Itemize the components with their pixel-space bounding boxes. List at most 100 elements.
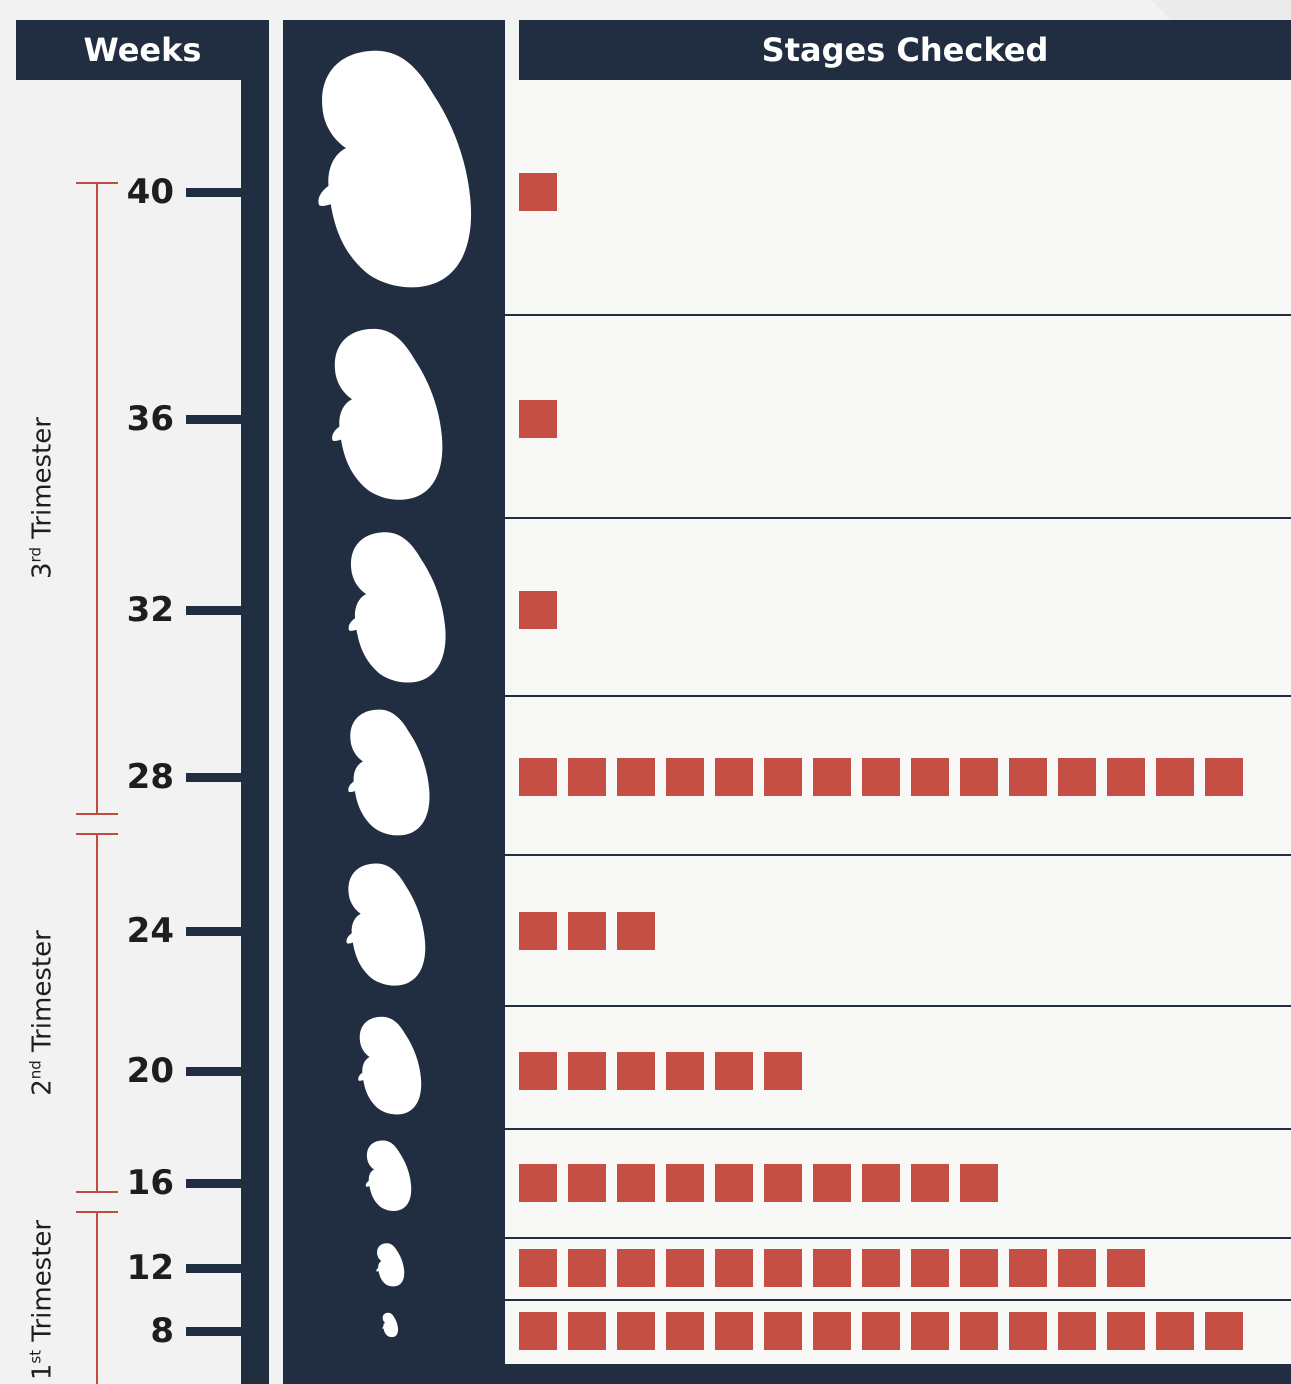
stage-checked-square	[666, 758, 704, 796]
stages-rows-panel	[505, 80, 1291, 1364]
stage-checked-square	[1205, 1312, 1243, 1350]
week-label: 12	[126, 1248, 174, 1288]
week-label: 24	[126, 911, 174, 951]
stage-checked-square	[666, 1164, 704, 1202]
stage-checked-square	[764, 1164, 802, 1202]
stage-checked-square	[1009, 1312, 1047, 1350]
stage-checked-square	[911, 1312, 949, 1350]
week-tick	[186, 606, 241, 615]
stage-checked-square	[519, 1052, 557, 1090]
stage-checked-square	[862, 1249, 900, 1287]
stage-checked-square	[715, 1249, 753, 1287]
stage-checked-square	[617, 1249, 655, 1287]
stage-checked-square	[666, 1249, 704, 1287]
stage-checked-square	[715, 1052, 753, 1090]
stage-checked-square	[666, 1052, 704, 1090]
stage-checked-square	[764, 1312, 802, 1350]
stage-checked-square	[617, 912, 655, 950]
stage-checked-square	[911, 758, 949, 796]
stage-checked-square	[519, 591, 557, 629]
stage-checked-square	[568, 1164, 606, 1202]
stage-checked-square	[519, 1312, 557, 1350]
stage-checked-square	[715, 1164, 753, 1202]
stage-checked-square	[568, 1052, 606, 1090]
stage-checked-square	[1009, 758, 1047, 796]
week-label: 8	[150, 1311, 174, 1351]
stage-checked-square	[911, 1249, 949, 1287]
stage-checked-square	[519, 912, 557, 950]
weeks-axis-bar	[241, 80, 269, 1384]
row-separator	[505, 517, 1291, 519]
week-tick	[186, 415, 241, 424]
row-separator	[505, 854, 1291, 856]
stages-checked-header: Stages Checked	[519, 20, 1291, 80]
bottom-bar	[283, 1364, 1291, 1384]
stage-checked-square	[960, 1249, 998, 1287]
stage-checked-square	[764, 1249, 802, 1287]
stage-checked-square	[960, 1164, 998, 1202]
trimester-ordinal: 2	[27, 1079, 58, 1096]
week-tick	[186, 188, 241, 197]
trimester-label: 2nd Trimester	[27, 930, 58, 1096]
stage-checked-square	[617, 758, 655, 796]
stage-checked-square	[519, 400, 557, 438]
stage-checked-square	[519, 758, 557, 796]
stage-checked-square	[715, 758, 753, 796]
stage-checked-square	[813, 1164, 851, 1202]
fetus-silhouette-icon	[358, 1016, 422, 1115]
stage-checked-square	[1107, 1312, 1145, 1350]
weeks-header: Weeks	[16, 20, 269, 80]
stage-checked-square	[519, 1249, 557, 1287]
stage-checked-square	[813, 1312, 851, 1350]
trimester-bracket-line	[96, 1211, 98, 1384]
fetus-silhouette-icon	[382, 1312, 399, 1338]
week-tick	[186, 773, 241, 782]
trimester-bracket-cap	[76, 182, 118, 184]
trimester-ordinal-suffix: st	[26, 1349, 45, 1364]
stage-checked-square	[1156, 758, 1194, 796]
stage-checked-square	[568, 912, 606, 950]
stage-checked-square	[715, 1312, 753, 1350]
stage-checked-square	[813, 758, 851, 796]
trimester-label: 1st Trimester	[27, 1220, 58, 1380]
fetus-silhouette-icon	[365, 1140, 412, 1211]
stage-checked-square	[764, 1052, 802, 1090]
row-separator	[505, 695, 1291, 697]
fetus-silhouette-icon	[346, 863, 426, 986]
trimester-bracket-line	[96, 833, 98, 1193]
week-label: 16	[126, 1163, 174, 1203]
stage-checked-square	[1009, 1249, 1047, 1287]
week-label: 36	[126, 399, 174, 439]
week-label: 32	[126, 590, 174, 630]
trimester-ordinal-suffix: rd	[26, 547, 45, 563]
stage-checked-square	[519, 1164, 557, 1202]
row-separator	[505, 1237, 1291, 1239]
trimester-ordinal: 3	[27, 562, 58, 579]
fetus-silhouette-icon	[376, 1243, 405, 1287]
week-tick	[186, 927, 241, 936]
trimester-bracket-cap	[76, 1191, 118, 1193]
stage-checked-square	[1107, 1249, 1145, 1287]
week-label: 28	[126, 757, 174, 797]
week-tick	[186, 1067, 241, 1076]
week-tick	[186, 1179, 241, 1188]
week-tick	[186, 1327, 241, 1336]
trimester-word: Trimester	[27, 930, 58, 1061]
trimester-bracket-line	[96, 182, 98, 815]
stage-checked-square	[1156, 1312, 1194, 1350]
stage-checked-square	[568, 758, 606, 796]
stage-checked-square	[1205, 758, 1243, 796]
stage-checked-square	[764, 758, 802, 796]
row-separator	[505, 1299, 1291, 1301]
week-label: 40	[126, 172, 174, 212]
stage-checked-square	[960, 1312, 998, 1350]
row-separator	[505, 314, 1291, 316]
stage-checked-square	[1058, 1249, 1096, 1287]
trimester-ordinal: 1	[27, 1363, 58, 1381]
trimester-bracket-cap	[76, 833, 118, 835]
week-tick	[186, 1264, 241, 1273]
stage-checked-square	[568, 1249, 606, 1287]
stage-checked-square	[666, 1312, 704, 1350]
stage-checked-square	[862, 758, 900, 796]
trimester-ordinal-suffix: nd	[26, 1060, 45, 1080]
